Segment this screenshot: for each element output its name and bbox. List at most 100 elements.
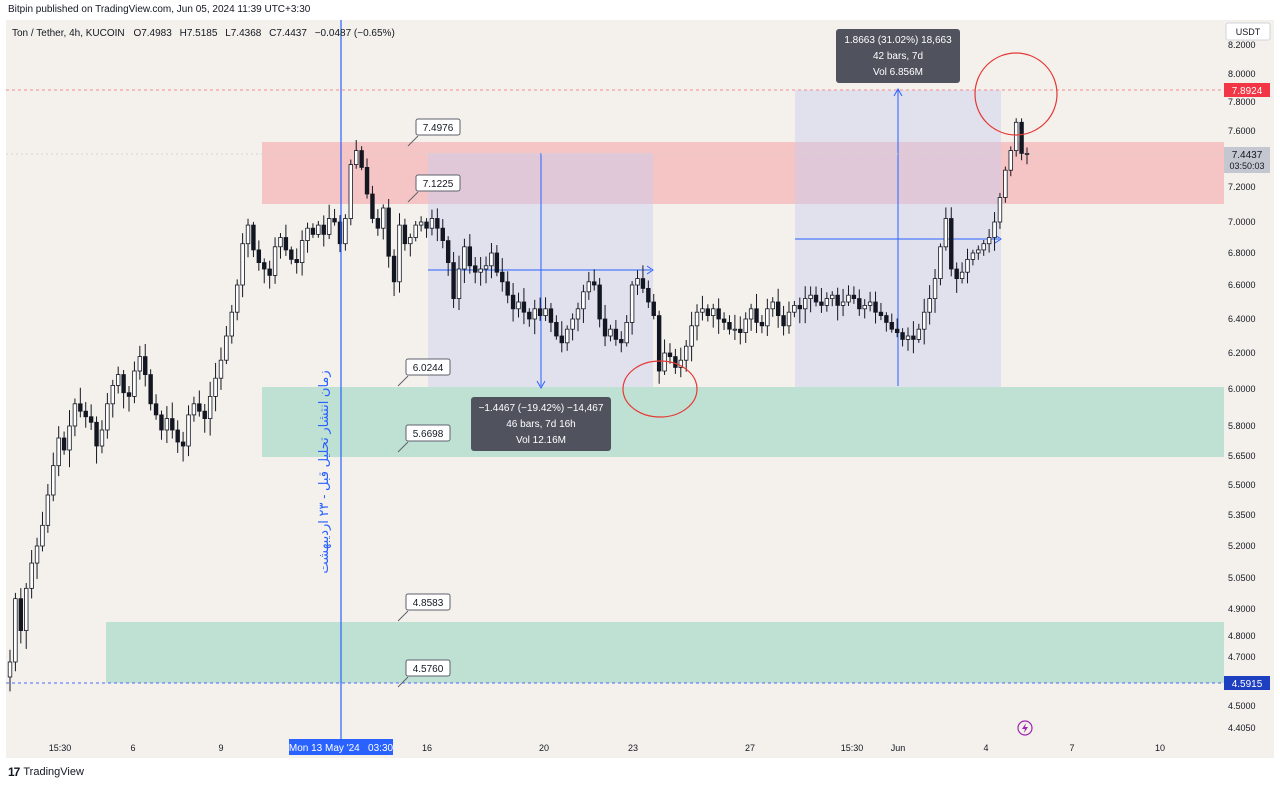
callout-7-4976[interactable]: 7.4976 (407, 118, 461, 147)
candle-body (132, 370, 137, 397)
measure-up-info: 1.8663 (31.02%) 18,663 42 bars, 7d Vol 6… (836, 29, 960, 83)
candle-body (932, 278, 938, 300)
candlestick-chart[interactable]: زمان انتشار تحلیل قبل - ۲۳ اردیبهشت 7.49… (6, 20, 1274, 758)
price-tick-label: 4.4050 (1228, 723, 1256, 733)
symbol-legend[interactable]: Ton / Tether, 4h, KUCOIN O7.4983 H7.5185… (12, 28, 395, 39)
countdown-label: 03:50:03 (1229, 161, 1264, 171)
candle-body (689, 325, 694, 347)
candle-body (824, 298, 830, 306)
currency-label: USDT (1236, 27, 1261, 37)
candle-body (391, 255, 397, 283)
candle-body (337, 221, 343, 245)
candle-body (732, 328, 738, 331)
callout-7-1225[interactable]: 7.1225 (407, 174, 461, 203)
candle-body (797, 304, 802, 310)
candle-body (678, 359, 683, 368)
candle-body (245, 224, 251, 245)
candle-body (105, 403, 110, 431)
candle-body (808, 294, 813, 300)
candle-body (451, 262, 456, 300)
price-tick-label: 4.7000 (1228, 652, 1256, 662)
candle-body (235, 284, 240, 313)
last-price-label: 7.4437 (1232, 150, 1263, 161)
candle-body (976, 249, 981, 254)
candle-body (586, 281, 592, 293)
candle-body (857, 298, 862, 310)
candle-body (359, 150, 364, 168)
candle-body (40, 524, 45, 547)
candle-body (889, 321, 894, 330)
candle-body (743, 318, 748, 334)
time-tick-label: Jun (891, 743, 906, 753)
candle-body (45, 494, 51, 526)
measure-up-harrow (994, 234, 1002, 244)
top-circle (974, 52, 1058, 136)
candle-body (29, 562, 34, 589)
chart-pane[interactable]: زمان انتشار تحلیل قبل - ۲۳ اردیبهشت 7.49… (6, 20, 1274, 758)
candle-body (635, 278, 640, 286)
candle-body (483, 265, 489, 270)
candle-body (673, 356, 678, 368)
candle-body (1019, 121, 1024, 154)
candle-body (916, 328, 922, 340)
candle-body (835, 294, 840, 306)
candle-body (992, 221, 997, 238)
price-axis[interactable]: USDT 8.2000 8.0000 7.8000 7.6000 7.2000 7.000… (1225, 22, 1271, 733)
callout-5-6698[interactable]: 5.6698 (397, 424, 451, 453)
footer-brand: TradingView (23, 766, 84, 778)
price-tick-label: 5.2000 (1228, 541, 1256, 551)
candle-body (83, 410, 88, 418)
candle-body (370, 193, 375, 219)
candle-body (629, 284, 635, 323)
callout-label: 5.6698 (413, 429, 444, 440)
candle-body (61, 437, 67, 451)
candle-body (559, 335, 564, 344)
candle-body (402, 224, 408, 245)
candle-body (900, 332, 905, 340)
candle-body (803, 298, 808, 310)
candle-body (354, 150, 359, 166)
candle-body (959, 271, 965, 279)
callout-6-0244[interactable]: 6.0244 (397, 358, 451, 387)
candle-body (72, 403, 78, 427)
candle-body (570, 318, 575, 330)
candle-body (299, 240, 305, 264)
time-axis[interactable]: Mon 13 May '24 03:30 15:30 6 9 16 20 23 27 15:3… (49, 739, 1165, 755)
candle-body (905, 335, 911, 340)
candle-body (997, 197, 1003, 223)
candle-body (527, 311, 532, 320)
time-tick-label: 27 (745, 743, 755, 753)
price-tick-label: 7.0000 (1228, 217, 1256, 227)
candle-body (884, 315, 889, 323)
measure-up-line3: Vol 6.856M (873, 67, 923, 78)
candle-body (478, 268, 483, 273)
time-cursor-label: Mon 13 May '24 03:30 (289, 743, 394, 754)
callout-4-8583[interactable]: 4.8583 (397, 593, 451, 622)
price-tick-label: 5.6500 (1228, 451, 1256, 461)
candle-body (813, 294, 819, 303)
candle-body (418, 221, 424, 226)
candle-body (965, 258, 970, 273)
tradingview-logo[interactable]: 17 TradingView (8, 765, 84, 779)
candle-body (348, 164, 354, 219)
candle-body (51, 465, 56, 496)
candle-body (316, 224, 321, 235)
candle-body (575, 308, 581, 320)
candle-body (424, 221, 429, 229)
callout-4-5760[interactable]: 4.5760 (397, 659, 451, 688)
candle-body (283, 237, 289, 251)
price-tick-label: 8.2000 (1228, 40, 1256, 50)
candle-body (770, 301, 775, 310)
candle-body (862, 304, 867, 310)
candle-body (18, 598, 24, 632)
candle-body (489, 252, 494, 267)
svg-text:Ton / Tether, 4h, KUCOIN: Ton / Tether, 4h, KUCOIN O7.4983 H7.5185… (12, 28, 395, 39)
price-marker-low: 4.5915 (1224, 676, 1270, 690)
candle-body (667, 352, 673, 357)
candle-body (954, 268, 959, 280)
price-tick-label: 6.0000 (1228, 384, 1256, 394)
lightning-icon[interactable] (1017, 720, 1033, 736)
candle-body (34, 545, 40, 564)
candle-body (289, 249, 294, 260)
candle-body (662, 352, 667, 372)
